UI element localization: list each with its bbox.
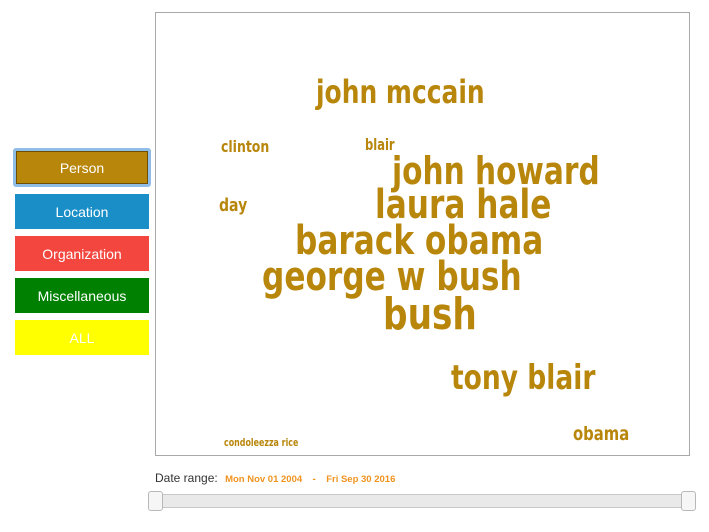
word-day[interactable]: day: [219, 195, 248, 216]
word-barack-obama[interactable]: barack obama: [295, 218, 544, 264]
miscellaneous-label: Miscellaneous: [37, 287, 127, 304]
all-button[interactable]: ALL: [15, 320, 149, 355]
miscellaneous-button[interactable]: Miscellaneous: [15, 278, 149, 313]
date-range-start-handle[interactable]: [148, 491, 163, 511]
all-label: ALL: [69, 329, 95, 346]
person-button[interactable]: Person: [13, 148, 151, 187]
word-john-howard[interactable]: john howard: [392, 149, 600, 193]
word-obama[interactable]: obama: [573, 423, 630, 445]
word-john-mccain[interactable]: john mccain: [316, 73, 485, 111]
word-bush[interactable]: bush: [383, 289, 477, 340]
date-range: Date range: Mon Nov 01 2004 - Fri Sep 30…: [155, 471, 395, 485]
word-condoleezza-rice[interactable]: condoleezza rice: [224, 436, 299, 449]
date-range-end: Fri Sep 30 2016: [326, 474, 396, 485]
date-range-end-handle[interactable]: [681, 491, 696, 511]
date-range-start: Mon Nov 01 2004: [225, 474, 303, 485]
word-george-w-bush[interactable]: george w bush: [262, 254, 522, 300]
organization-button[interactable]: Organization: [15, 236, 149, 271]
date-range-slider-track[interactable]: [150, 494, 695, 508]
date-range-label: Date range:: [155, 471, 218, 485]
word-blair[interactable]: blair: [365, 135, 395, 154]
word-laura-hale[interactable]: laura hale: [375, 182, 552, 228]
date-range-separator: -: [312, 474, 316, 485]
person-button-inner: Person: [16, 151, 148, 184]
location-label: Location: [55, 203, 109, 220]
person-label: Person: [59, 159, 105, 176]
word-cloud-panel: john mccain clinton blair john howard da…: [155, 12, 690, 456]
location-button[interactable]: Location: [15, 194, 149, 229]
word-tony-blair[interactable]: tony blair: [451, 358, 596, 398]
organization-label: Organization: [42, 245, 122, 262]
word-clinton[interactable]: clinton: [221, 137, 270, 156]
